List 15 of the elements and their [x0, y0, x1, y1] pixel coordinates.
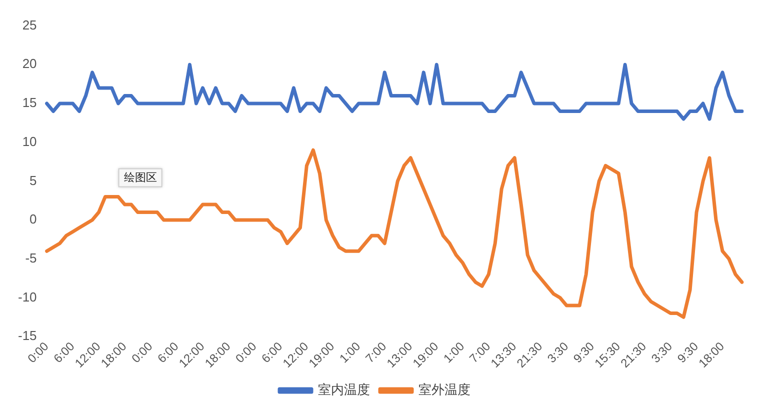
- legend-label: 室外温度: [418, 382, 470, 398]
- y-tick-label: 5: [30, 172, 37, 188]
- y-tick-label: 25: [22, 17, 37, 32]
- x-tick-label: 3:30: [544, 339, 572, 366]
- x-tick-label: 0:00: [232, 339, 260, 366]
- y-tick-label: -10: [18, 289, 37, 304]
- x-tick-label: 3:30: [648, 339, 676, 366]
- y-tick-label: 0: [30, 212, 37, 227]
- y-tick-label: 15: [22, 95, 37, 110]
- x-tick-label: 0:00: [128, 339, 156, 366]
- y-tick-label: -5: [25, 250, 37, 266]
- y-tick-label: 20: [22, 56, 37, 72]
- y-tick-label: 10: [22, 134, 37, 149]
- legend-label: 室内温度: [318, 382, 370, 398]
- annotation: 绘图区: [124, 172, 157, 184]
